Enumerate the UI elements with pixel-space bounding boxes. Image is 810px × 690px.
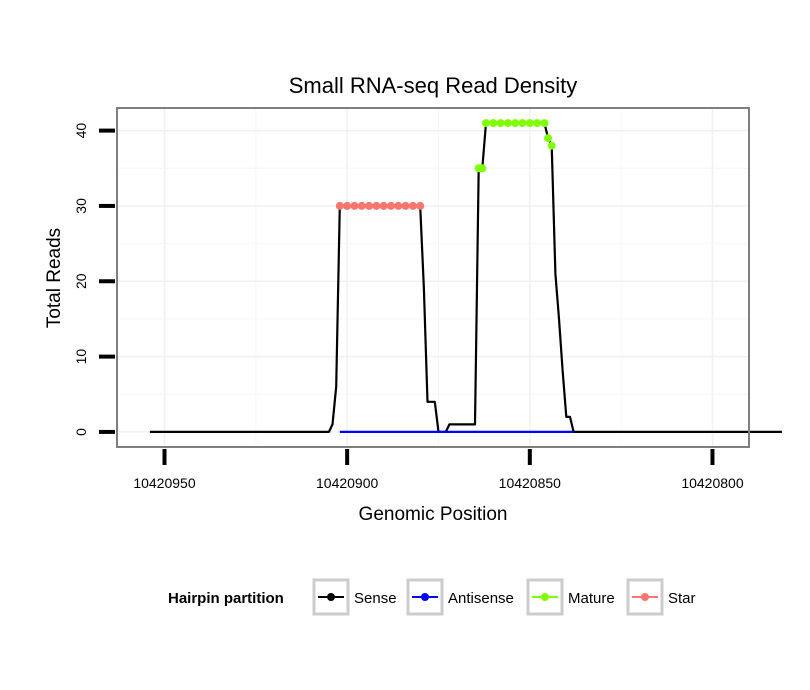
data-point-star [386, 201, 395, 210]
data-point-mature [503, 119, 512, 128]
legend-key-point [327, 593, 335, 601]
data-point-mature [511, 119, 520, 128]
legend-key-point [421, 593, 429, 601]
chart-title: Small RNA-seq Read Density [289, 73, 578, 98]
data-point-star [343, 201, 352, 210]
data-point-star [408, 201, 417, 210]
data-point-star [379, 201, 388, 210]
data-point-star [416, 201, 425, 210]
legend: Hairpin partition Sense Antisense Mature St… [168, 578, 696, 616]
y-tick-label: 0 [73, 428, 89, 436]
legend-item-mature: Mature [526, 578, 615, 616]
series-line-sense [149, 121, 782, 433]
legend-label: Star [668, 590, 696, 607]
legend-item-sense: Sense [312, 578, 397, 616]
data-point-mature [544, 134, 553, 143]
legend-key-point [641, 593, 649, 601]
x-tick-label: 10420900 [316, 475, 379, 491]
data-point-mature [547, 141, 556, 150]
legend-item-antisense: Antisense [406, 578, 514, 616]
y-tick-label: 20 [73, 273, 89, 289]
legend-title: Hairpin partition [168, 590, 284, 607]
grid [117, 108, 749, 447]
data-point-mature [496, 119, 505, 128]
legend-key-point [541, 593, 549, 601]
data-point-mature [489, 119, 498, 128]
legend-label: Mature [568, 590, 615, 607]
axes: 10420950 10420900 10420850 10420800 0 10 20 30 4… [73, 123, 744, 491]
y-tick-label: 40 [73, 123, 89, 139]
y-tick-label: 30 [73, 198, 89, 214]
data-point-star [357, 201, 366, 210]
data-point-mature [518, 119, 527, 128]
legend-label: Antisense [448, 590, 514, 607]
x-tick-label: 10420800 [681, 475, 744, 491]
data-point-star [335, 201, 344, 210]
data-point-mature [525, 119, 534, 128]
y-axis-title: Total Reads [44, 228, 65, 328]
data-point-mature [540, 119, 549, 128]
y-tick-label: 10 [73, 349, 89, 365]
legend-item-star: Star [626, 578, 696, 616]
legend-label: Sense [354, 590, 397, 607]
data-point-star [350, 201, 359, 210]
x-axis-title: Genomic Position [359, 504, 508, 525]
data-point-star [365, 201, 374, 210]
data-point-star [394, 201, 403, 210]
x-tick-label: 10420850 [499, 475, 562, 491]
data-point-star [401, 201, 410, 210]
x-tick-label: 10420950 [133, 475, 196, 491]
data-point-mature [533, 119, 542, 128]
data-point-mature [481, 119, 490, 128]
plot-panel [116, 107, 750, 448]
data-point-star [372, 201, 381, 210]
data-point-mature [478, 164, 487, 173]
series-layer [149, 119, 782, 433]
